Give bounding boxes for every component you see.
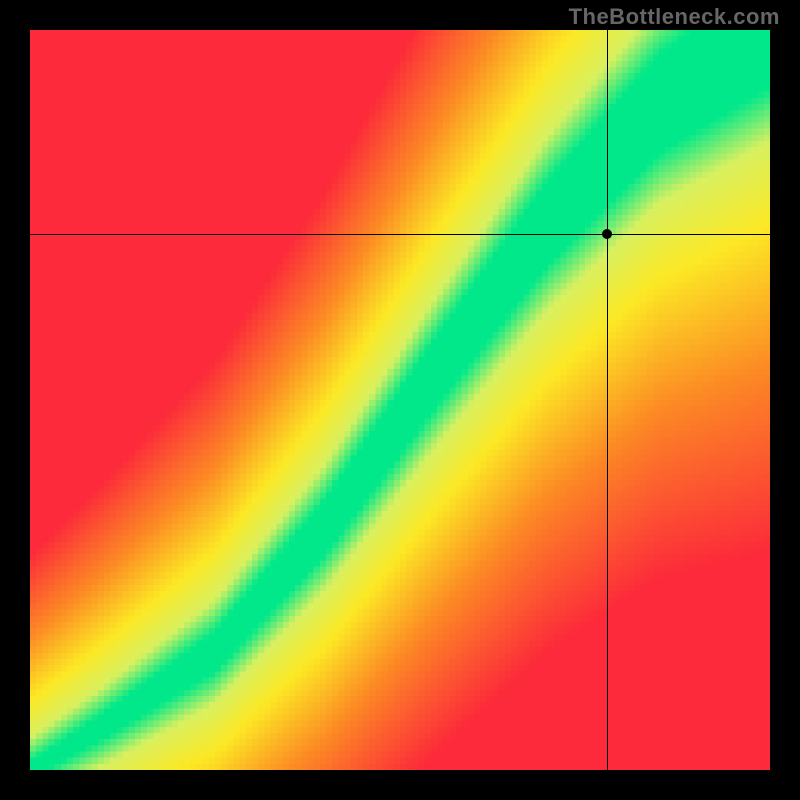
plot-area <box>30 30 770 770</box>
watermark-text: TheBottleneck.com <box>569 4 780 30</box>
bottleneck-heatmap <box>30 30 770 770</box>
crosshair-horizontal <box>30 234 770 235</box>
selection-marker-dot <box>602 229 612 239</box>
crosshair-vertical <box>607 30 608 770</box>
